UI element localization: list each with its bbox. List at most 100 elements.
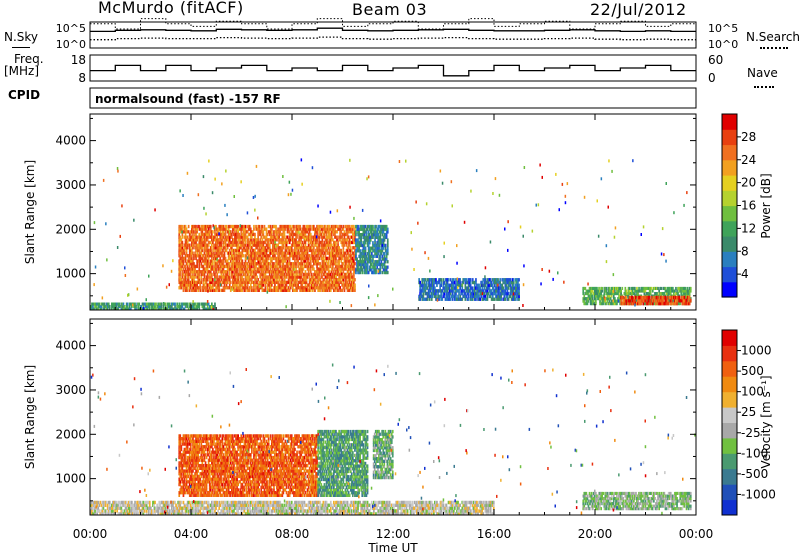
heatmap-cell [332, 286, 334, 290]
heatmap-cell [215, 254, 217, 258]
heatmap-cell [658, 298, 660, 303]
heatmap-cell [181, 248, 184, 253]
heatmap-cell [157, 302, 159, 306]
heatmap-cell [289, 262, 292, 266]
heatmap-cell [114, 302, 116, 306]
heatmap-cell [216, 286, 218, 290]
heatmap-cell [278, 251, 280, 255]
heatmap-cell [245, 275, 248, 279]
heatmap-cell [366, 241, 369, 245]
heatmap-cell [314, 232, 316, 237]
heatmap-cell [244, 262, 247, 266]
heatmap-cell [256, 227, 258, 231]
heatmap-cell [434, 289, 436, 293]
heatmap-cell [214, 254, 216, 258]
heatmap-cell [342, 254, 345, 258]
heatmap-cell [278, 238, 280, 242]
heatmap-cell [125, 307, 128, 310]
heatmap-cell [666, 301, 669, 306]
heatmap-cell [214, 227, 216, 231]
heatmap-cell [240, 251, 243, 255]
heatmap-cell [208, 305, 211, 309]
heatmap-cell [178, 235, 181, 239]
heatmap-cell [355, 238, 357, 242]
heatmap-cell [247, 238, 250, 242]
heatmap-cell [341, 235, 344, 239]
heatmap-cell [328, 275, 331, 279]
heatmap-cell [626, 302, 629, 306]
heatmap-cell [294, 278, 296, 282]
heatmap-cell [183, 307, 186, 310]
heatmap-cell [174, 302, 176, 306]
heatmap-cell [340, 288, 343, 292]
heatmap-cell [354, 286, 356, 290]
heatmap-cell [205, 238, 208, 242]
heatmap-cell [364, 238, 367, 242]
heatmap-cell [266, 243, 269, 247]
heatmap-cell [218, 275, 221, 279]
heatmap-cell [111, 302, 113, 306]
heatmap-cell [428, 294, 431, 299]
heatmap-cell [354, 240, 356, 245]
heatmap-cell [379, 257, 382, 261]
heatmap-cell [312, 264, 314, 269]
heatmap-cell [305, 280, 308, 284]
heatmap-cell [232, 264, 234, 269]
heatmap-cell [278, 254, 280, 258]
heatmap-cell [299, 232, 302, 237]
heatmap-cell [105, 307, 108, 310]
heatmap-cell [687, 301, 690, 306]
heatmap-cell [347, 270, 350, 274]
heatmap-cell [332, 267, 334, 271]
heatmap-cell [675, 298, 677, 303]
heatmap-cell [661, 301, 664, 306]
heatmap-cell [330, 278, 333, 282]
heatmap-cell [617, 289, 619, 293]
heatmap-cell [423, 278, 426, 282]
heatmap-cell [623, 298, 626, 303]
heatmap-cell [204, 288, 207, 292]
heatmap-cell [282, 259, 285, 263]
heatmap-cell [209, 278, 212, 282]
heatmap-cell [280, 240, 283, 245]
heatmap-cell [233, 278, 235, 282]
noise-series [90, 27, 696, 41]
heatmap-cell [294, 270, 296, 274]
heatmap-cell [207, 240, 210, 245]
heatmap-cell [260, 248, 263, 253]
heatmap-cell [680, 286, 683, 290]
heatmap-cell [345, 232, 348, 237]
heatmap-cell [620, 292, 622, 296]
heatmap-cell [345, 272, 348, 277]
heatmap-cell [271, 232, 273, 237]
heatmap-cell [224, 264, 227, 269]
heatmap-cell [339, 288, 341, 292]
heatmap-cell [380, 260, 383, 264]
heatmap-cell [166, 302, 169, 306]
heatmap-cell [189, 275, 192, 279]
heatmap-cell [202, 272, 205, 277]
heatmap-cell [236, 259, 238, 263]
heatmap-cell [260, 230, 263, 234]
heatmap-cell [317, 280, 319, 284]
heatmap-cell [497, 278, 499, 282]
heatmap-cell [583, 302, 586, 306]
heatmap-cell [99, 307, 102, 310]
heatmap-cell [229, 259, 232, 263]
heatmap-cell [290, 230, 293, 234]
heatmap-cell [307, 254, 310, 258]
heatmap-cell [263, 254, 266, 258]
heatmap-cell [251, 238, 253, 242]
heatmap-cell [180, 251, 183, 255]
heatmap-cell [288, 288, 291, 292]
heatmap-cell [431, 291, 434, 296]
heatmap-cell [281, 272, 284, 277]
heatmap-cell [226, 286, 229, 290]
heatmap-cell [289, 280, 292, 284]
heatmap-cell [474, 286, 476, 290]
heatmap-cell [674, 301, 676, 306]
heatmap-cell [125, 305, 128, 309]
heatmap-cell [191, 254, 193, 258]
heatmap-cell [640, 289, 643, 293]
heatmap-cell [595, 297, 597, 301]
